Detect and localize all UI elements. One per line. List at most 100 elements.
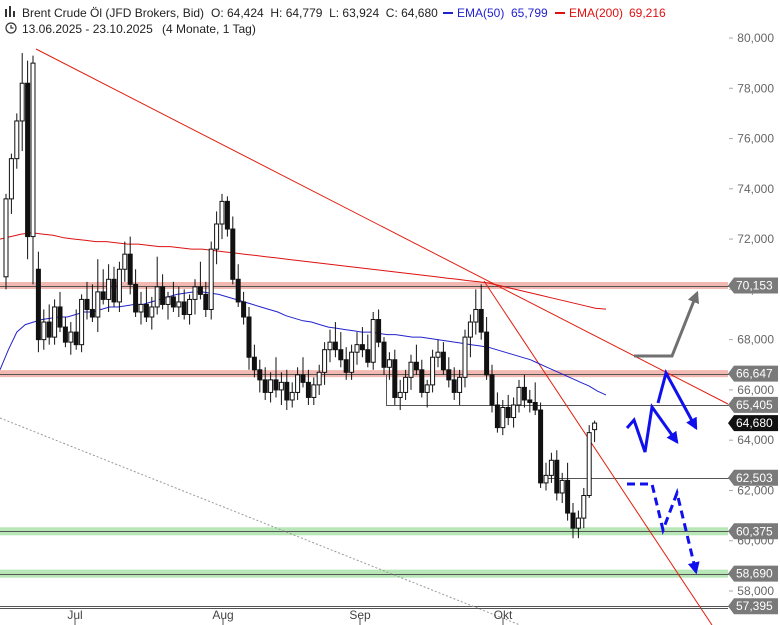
candle — [386, 352, 392, 380]
candle-body-up — [68, 331, 74, 343]
candle — [73, 309, 79, 350]
candle-body-down — [484, 331, 490, 376]
candle-body-down — [494, 404, 500, 429]
candle-body-up — [295, 374, 301, 393]
candle — [511, 397, 517, 428]
candle — [311, 377, 317, 405]
candle-body-up — [511, 404, 517, 419]
candle-body-up — [424, 384, 430, 393]
candle — [208, 241, 214, 320]
candle — [122, 241, 128, 282]
candle-body-down — [246, 316, 252, 358]
level-price-label: 57,395 — [728, 598, 778, 615]
candle — [192, 279, 198, 315]
candle — [224, 196, 230, 237]
candle-body-down — [57, 306, 63, 328]
candle — [35, 251, 41, 353]
candle-body-up — [208, 248, 214, 310]
candle-body-up — [154, 286, 160, 308]
ema200-legend-value: 69,216 — [629, 6, 666, 20]
bearish-scenario-arrow[interactable] — [627, 482, 700, 575]
candle-body-down — [570, 512, 576, 529]
candle — [95, 259, 101, 333]
candle-body-down — [127, 253, 133, 285]
candle-body-down — [376, 319, 382, 343]
ema200-legend-label: EMA(200) — [569, 6, 623, 20]
price-label-text: 62,503 — [736, 471, 773, 485]
candle — [257, 359, 263, 393]
horizontal-levels — [0, 286, 732, 607]
candle-body-up — [187, 298, 193, 315]
candle — [565, 462, 571, 521]
bar-chart-icon — [5, 6, 15, 17]
candle — [19, 53, 25, 152]
candle — [440, 342, 446, 375]
steep-downtrend-line[interactable] — [483, 280, 713, 625]
candle — [154, 256, 160, 315]
candle-body-up — [30, 62, 36, 238]
y-tick-label: 80,000 — [737, 31, 774, 45]
candle — [89, 284, 95, 323]
instrument-name: Brent Crude Öl (JFD Brokers, Bid) — [22, 6, 204, 20]
candle-body-down — [532, 401, 538, 411]
candle — [246, 306, 252, 370]
candle — [57, 291, 63, 333]
candle-body-down — [565, 479, 571, 514]
candle-body-up — [322, 349, 328, 373]
candle-body-down — [538, 409, 544, 484]
candle — [8, 153, 14, 214]
candle-body-down — [554, 459, 560, 494]
candle-body-down — [505, 407, 511, 419]
candle — [370, 311, 376, 370]
candle — [149, 296, 155, 330]
candle-body-down — [489, 374, 495, 406]
level-price-label: 70,153 — [728, 277, 778, 294]
candle-body-up — [122, 253, 128, 270]
candle-body-up — [516, 386, 522, 406]
candle — [327, 329, 333, 363]
resistance-zone — [0, 282, 728, 290]
price-label-text: 70,153 — [736, 279, 773, 293]
candle — [295, 367, 301, 400]
rebound-scenario-arrow[interactable] — [656, 368, 698, 431]
candle-body-down — [478, 308, 484, 333]
price-label-bg — [728, 415, 778, 432]
candle — [165, 291, 171, 320]
y-tick-label: 74,000 — [737, 182, 774, 196]
x-tick-label: Sep — [349, 608, 371, 622]
candle — [478, 284, 484, 340]
candle-body-down — [332, 341, 338, 351]
candle-body-down — [284, 381, 290, 401]
price-label-bg — [728, 277, 778, 294]
price-label-bg — [728, 598, 778, 615]
candle-body-up — [149, 306, 155, 318]
candle-body-up — [435, 351, 441, 358]
ema50-line — [0, 291, 607, 396]
candle — [403, 369, 409, 400]
bullish-scenario-arrow[interactable] — [634, 290, 700, 358]
main-downtrend-line[interactable] — [35, 48, 729, 405]
last-price-label: 64,680 — [728, 415, 778, 432]
candle-body-up — [457, 376, 463, 393]
candle — [484, 317, 490, 380]
candle-body-up — [52, 306, 58, 338]
sideways-scenario-arrow[interactable] — [625, 403, 679, 453]
price-label-bg — [728, 565, 778, 582]
price-label-text: 58,690 — [736, 567, 773, 581]
candle — [230, 216, 236, 285]
candle-body-down — [203, 293, 209, 310]
price-label-text: 66,647 — [736, 367, 773, 381]
dotted-trend-line[interactable] — [0, 417, 521, 625]
candle-body-up — [116, 268, 122, 303]
scenario-arrows — [625, 290, 700, 575]
candle — [592, 420, 598, 443]
candle — [3, 193, 9, 290]
candle-body-down — [170, 296, 176, 308]
trend-lines — [0, 48, 729, 625]
level-price-label: 65,405 — [728, 396, 778, 413]
candle-body-up — [581, 494, 587, 519]
candle-body-up — [316, 371, 322, 386]
candle-body-up — [430, 356, 436, 386]
candle — [430, 349, 436, 393]
